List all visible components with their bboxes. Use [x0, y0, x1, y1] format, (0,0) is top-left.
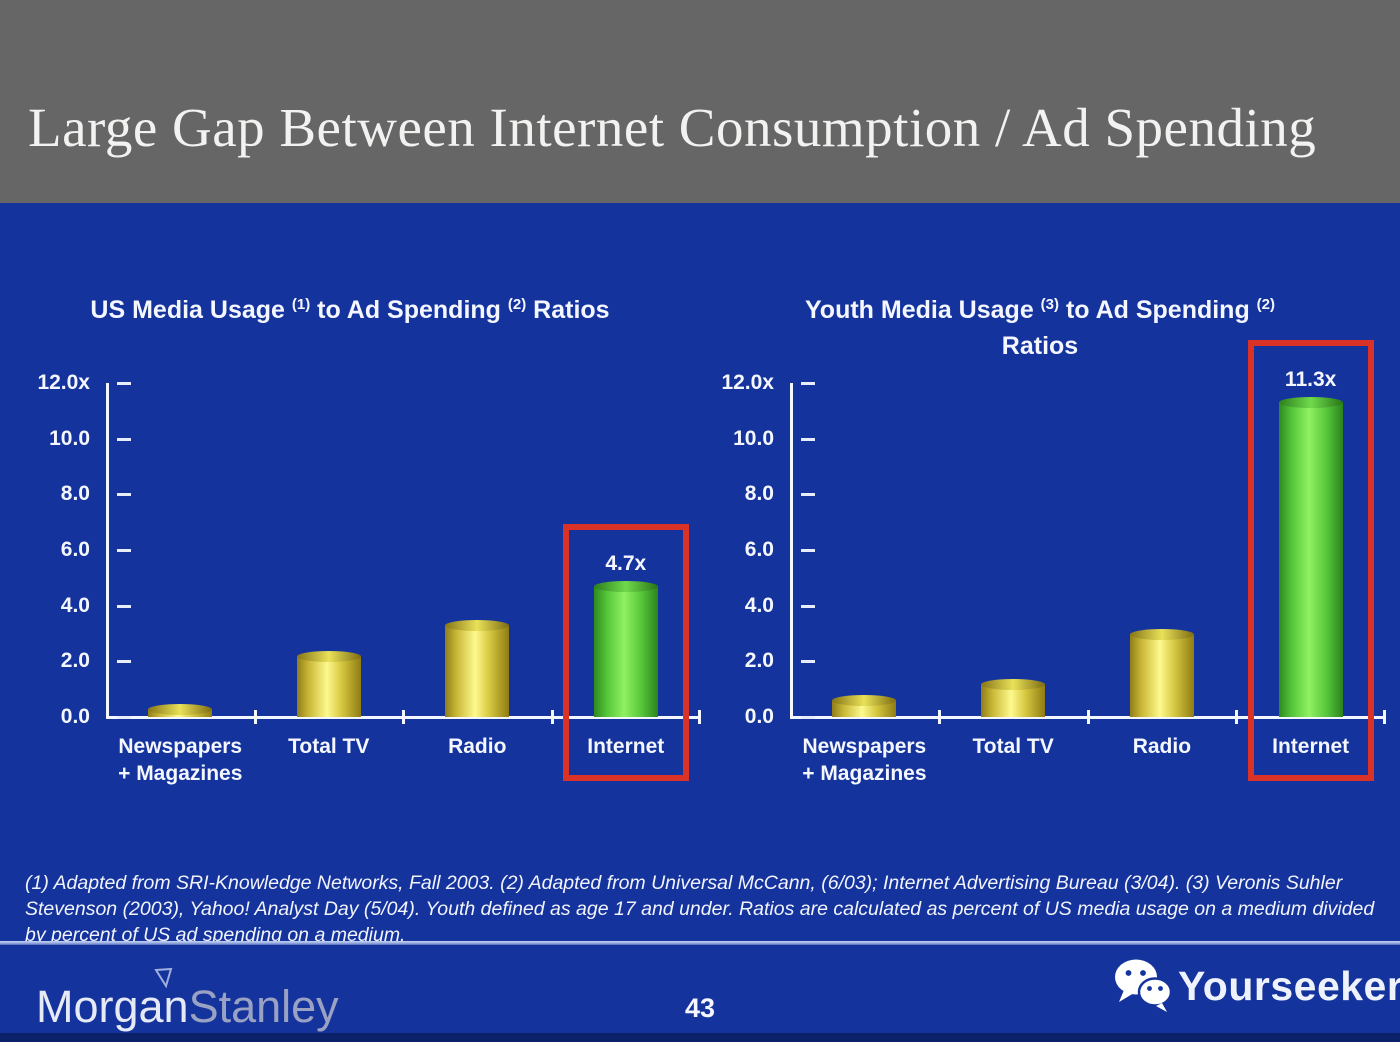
y-tick-mark [801, 660, 815, 664]
y-tick-mark [117, 660, 131, 664]
header-band: Large Gap Between Internet Consumption /… [0, 0, 1400, 203]
x-tick-mark [1086, 710, 1090, 724]
chart-title: US Media Usage (1) to Ad Spending (2) Ra… [0, 294, 700, 330]
chart-title: Youth Media Usage (3) to Ad Spending (2)… [684, 294, 1396, 363]
y-axis [106, 383, 109, 717]
chart-us-media-usage: US Media Usage (1) to Ad Spending (2) Ra… [0, 270, 701, 800]
x-tick-mark [253, 710, 257, 724]
y-tick-mark [801, 382, 815, 385]
morgan-stanley-triangle-icon [154, 967, 173, 989]
slide-title: Large Gap Between Internet Consumption /… [28, 97, 1317, 158]
y-tick-label: 12.0x [37, 371, 90, 394]
chart-title-line: Ratios [1001, 332, 1079, 360]
y-tick-mark [117, 437, 131, 441]
page-number: 43 [684, 993, 716, 1023]
y-tick-mark [801, 437, 815, 441]
bottom-strip [0, 1033, 1400, 1042]
y-tick-label: 0.0 [60, 705, 90, 728]
category-label-newspapers-magazines: Newspapers + Magazines [802, 735, 927, 785]
y-tick-mark [117, 382, 131, 385]
y-tick-label: 12.0x [721, 371, 774, 394]
y-tick-label: 2.0 [744, 649, 774, 673]
plot-area: 12.0x 10.0 8.0 6.0 4.0 2.0 0.0 Newspapers + Mag… [721, 340, 1386, 785]
y-tick-mark [801, 604, 815, 608]
y-tick-mark [117, 493, 131, 497]
y-tick-mark [801, 493, 815, 497]
y-tick-mark [117, 716, 131, 719]
morgan-stanley-word2: Stanley [188, 981, 339, 1032]
y-tick-mark [117, 604, 131, 608]
category-label-total-tv: Total TV [288, 735, 370, 758]
bar-internet [1278, 397, 1343, 717]
chart-youth-media-usage: Youth Media Usage (3) to Ad Spending (2)… [684, 270, 1396, 800]
x-tick-mark [550, 710, 554, 724]
yourseeker-watermark: Yourseeker [1112, 957, 1400, 1017]
y-tick-label: 6.0 [744, 538, 774, 561]
x-tick-mark [1383, 710, 1386, 724]
y-tick-label: 6.0 [60, 538, 90, 561]
y-tick-label: 10.0 [49, 426, 90, 450]
x-tick-mark [402, 710, 405, 724]
x-tick-mark [1235, 710, 1239, 724]
y-tick-label: 2.0 [60, 649, 90, 673]
x-tick-mark [698, 710, 701, 724]
category-label-radio: Radio [1132, 735, 1192, 758]
x-tick-mark [937, 710, 941, 724]
plot-area: 12.0x 10.0 8.0 6.0 4.0 2.0 0.0 Newspapers + Mag… [37, 372, 701, 785]
chart-title-line: US Media Usage (1) to Ad Spending (2) Ra… [90, 296, 610, 324]
y-axis [790, 383, 793, 717]
category-label-radio: Radio [448, 735, 507, 758]
y-tick-label: 8.0 [60, 482, 90, 506]
category-label-internet: Internet [587, 735, 665, 758]
morgan-stanley-word1: Morgan [36, 981, 189, 1032]
chart-title-line: Youth Media Usage (3) to Ad Spending (2) [804, 296, 1276, 324]
y-tick-label: 4.0 [60, 593, 90, 617]
y-tick-mark [117, 549, 131, 552]
category-label-internet: Internet [1272, 735, 1350, 758]
y-tick-label: 4.0 [744, 593, 774, 617]
y-tick-label: 8.0 [744, 482, 774, 506]
bar-internet [593, 581, 658, 717]
bar-newspapers-magazines [148, 703, 213, 717]
highlight-value-label: 11.3x [1284, 368, 1337, 392]
category-label-total-tv: Total TV [972, 735, 1054, 758]
bar-radio [445, 620, 510, 717]
y-tick-label: 0.0 [744, 705, 774, 728]
bar-total-tv [981, 678, 1046, 717]
morgan-stanley-logo: MorganStanley [36, 967, 339, 1033]
footer-separator [0, 941, 1400, 945]
bar-newspapers-magazines [832, 695, 897, 717]
y-tick-label: 10.0 [733, 426, 774, 450]
y-tick-mark [801, 716, 815, 719]
footnote: (1) Adapted from SRI-Knowledge Networks,… [25, 872, 1375, 946]
footer: MorganStanley 43 Yourseeker [0, 945, 1400, 1042]
category-label-newspapers-magazines: Newspapers + Magazines [118, 735, 243, 785]
yourseeker-label: Yourseeker [1178, 963, 1400, 1009]
bar-radio [1129, 628, 1194, 717]
y-tick-mark [801, 549, 815, 552]
highlight-value-label: 4.7x [605, 552, 647, 576]
wechat-icon [1115, 959, 1173, 1012]
bar-total-tv [296, 650, 361, 717]
